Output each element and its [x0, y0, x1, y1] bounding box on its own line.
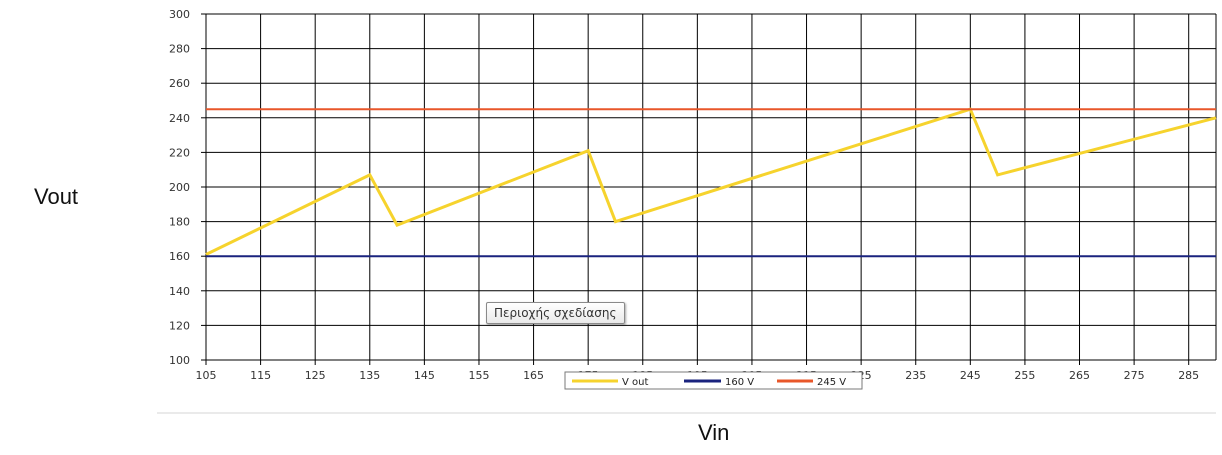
y-tick-label: 160	[169, 250, 190, 263]
legend-label: 245 V	[817, 377, 846, 388]
y-tick-label: 140	[169, 285, 190, 298]
x-tick-label: 275	[1124, 369, 1145, 382]
y-axis-label: Vout	[34, 184, 79, 209]
y-tick-label: 260	[169, 77, 190, 90]
series-layer	[205, 107, 1217, 258]
x-tick-label: 265	[1069, 369, 1090, 382]
legend: V out 160 V 245 V	[564, 371, 863, 390]
grid	[201, 13, 1217, 365]
y-tick-label: 120	[169, 319, 190, 332]
legend-label: V out	[622, 377, 648, 388]
x-tick-label: 145	[414, 369, 435, 382]
x-tick-label: 235	[905, 369, 926, 382]
x-tick-label: 255	[1014, 369, 1035, 382]
y-tick-label: 300	[169, 8, 190, 21]
y-tick-label: 200	[169, 181, 190, 194]
x-tick-label: 125	[305, 369, 326, 382]
x-tick-label: 135	[359, 369, 380, 382]
y-tick-label: 220	[169, 146, 190, 159]
x-tick-label: 155	[468, 369, 489, 382]
plot-area-tooltip: Περιοχής σχεδίασης	[486, 302, 625, 324]
x-tick-label: 105	[196, 369, 217, 382]
x-tick-label: 165	[523, 369, 544, 382]
x-tick-label: 285	[1178, 369, 1199, 382]
y-tick-label: 240	[169, 112, 190, 125]
x-axis-label: Vin	[698, 420, 730, 445]
x-tick-label: 245	[960, 369, 981, 382]
x-tick-label: 115	[250, 369, 271, 382]
series-line-v-out	[205, 107, 1217, 256]
y-tick-label: 180	[169, 216, 190, 229]
y-tick-label: 280	[169, 43, 190, 56]
y-tick-label: 100	[169, 354, 190, 367]
legend-label: 160 V	[725, 377, 754, 388]
